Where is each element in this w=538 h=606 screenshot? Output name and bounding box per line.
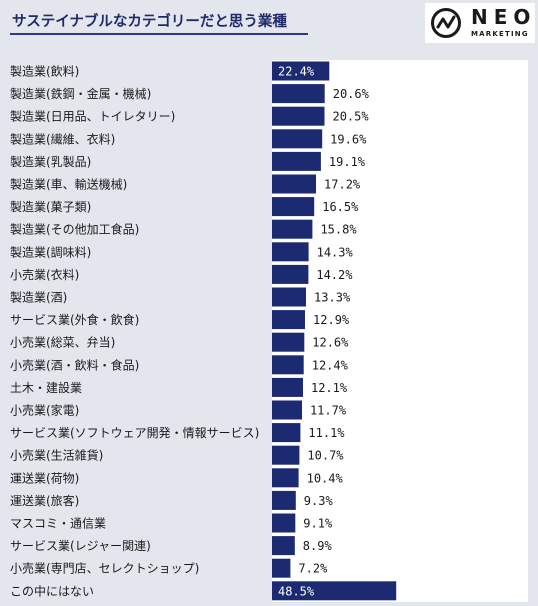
bar: [272, 423, 301, 443]
value-label: 12.6%: [312, 336, 349, 350]
value-label: 14.2%: [316, 268, 353, 282]
category-label: 製造業(鉄鋼・金属・機械): [10, 86, 151, 101]
value-label: 22.4%: [278, 65, 315, 79]
bar: [272, 61, 330, 81]
bar: [272, 264, 309, 284]
value-label: 9.3%: [304, 494, 334, 508]
category-label: この中にはない: [10, 583, 94, 598]
value-label: 7.2%: [298, 562, 328, 576]
bar: [272, 287, 306, 307]
category-label: サービス業(ソフトウェア開発・情報サービス): [10, 426, 259, 440]
title-underline: [10, 33, 308, 35]
neo-marketing-logo: NEO MARKETING: [425, 3, 535, 43]
bar: [272, 400, 302, 420]
category-label: 製造業(車、輸送機械): [10, 177, 127, 192]
category-label: 製造業(その他加工食品): [10, 222, 139, 237]
category-label: 土木・建設業: [10, 380, 82, 395]
value-label: 19.1%: [329, 155, 366, 169]
category-label: 製造業(乳製品): [10, 155, 91, 169]
category-label: 製造業(調味料): [10, 245, 91, 259]
bar: [272, 558, 291, 578]
bar: [272, 106, 325, 126]
bar: [272, 84, 325, 104]
category-label: 製造業(菓子類): [10, 200, 91, 214]
value-label: 13.3%: [314, 291, 351, 305]
bar: [272, 174, 316, 194]
category-labels: 製造業(飲料) 製造業(鉄鋼・金属・機械) 製造業(日用品、トイレタリー) 製造業(繊…: [10, 64, 259, 599]
category-label: 製造業(酒): [10, 291, 67, 305]
value-label: 48.5%: [278, 584, 315, 598]
category-label: サービス業(レジャー関連): [10, 539, 151, 553]
value-label: 15.8%: [320, 223, 357, 237]
value-label: 10.4%: [307, 471, 344, 485]
category-label: 小売業(総菜、弁当): [10, 335, 115, 350]
bar: [272, 468, 299, 488]
bars: [272, 61, 397, 601]
value-label: 8.9%: [303, 539, 333, 553]
value-label: 17.2%: [324, 178, 361, 192]
bar: [272, 445, 300, 465]
category-label: 製造業(繊維、衣料): [10, 131, 115, 146]
value-label: 11.7%: [310, 404, 347, 418]
value-label: 12.4%: [312, 358, 349, 372]
value-label: 20.6%: [333, 87, 370, 101]
category-label: 小売業(酒・飲料・食品): [10, 357, 139, 372]
category-label: 製造業(飲料): [10, 64, 79, 79]
neo-logo-icon: [431, 8, 461, 38]
bar: [272, 513, 296, 533]
bar: [272, 219, 313, 239]
bar: [272, 490, 296, 510]
chart-title: サステイナブルなカテゴリーだと思う業種: [12, 14, 287, 30]
value-label: 16.5%: [322, 200, 359, 214]
bar: [272, 129, 323, 149]
category-label: 製造業(日用品、トイレタリー): [10, 110, 175, 124]
value-labels: 22.4% 20.6% 20.5% 19.6% 19.1% 17.2% 16.5% 15.8%…: [278, 65, 370, 599]
category-label: サービス業(外食・飲食): [10, 312, 139, 327]
category-label: 小売業(家電): [10, 403, 79, 418]
bar: [272, 581, 397, 601]
value-label: 20.5%: [332, 110, 369, 124]
bar: [272, 332, 305, 352]
logo-subtitle: MARKETING: [471, 30, 529, 38]
value-label: 12.1%: [311, 381, 348, 395]
bar: [272, 536, 295, 556]
value-label: 19.6%: [330, 132, 367, 146]
logo-word: NEO: [471, 5, 537, 29]
value-label: 12.9%: [313, 313, 350, 327]
category-label: 小売業(専門店、セレクトショップ): [10, 561, 199, 576]
bar: [272, 151, 321, 171]
value-label: 9.1%: [303, 517, 333, 531]
bar: [272, 355, 304, 375]
category-label: 運送業(荷物): [10, 470, 79, 485]
value-label: 10.7%: [307, 449, 344, 463]
value-label: 11.1%: [308, 426, 345, 440]
category-label: 小売業(生活雑貨): [10, 448, 103, 463]
value-label: 14.3%: [317, 245, 354, 259]
bar: [272, 310, 305, 330]
plot-background: [272, 60, 528, 602]
bar: [272, 197, 315, 217]
bar: [272, 242, 309, 262]
bar: [272, 377, 303, 397]
category-label: 小売業(衣料): [10, 267, 79, 282]
category-label: マスコミ・通信業: [10, 517, 106, 531]
category-label: 運送業(旅客): [10, 493, 79, 508]
